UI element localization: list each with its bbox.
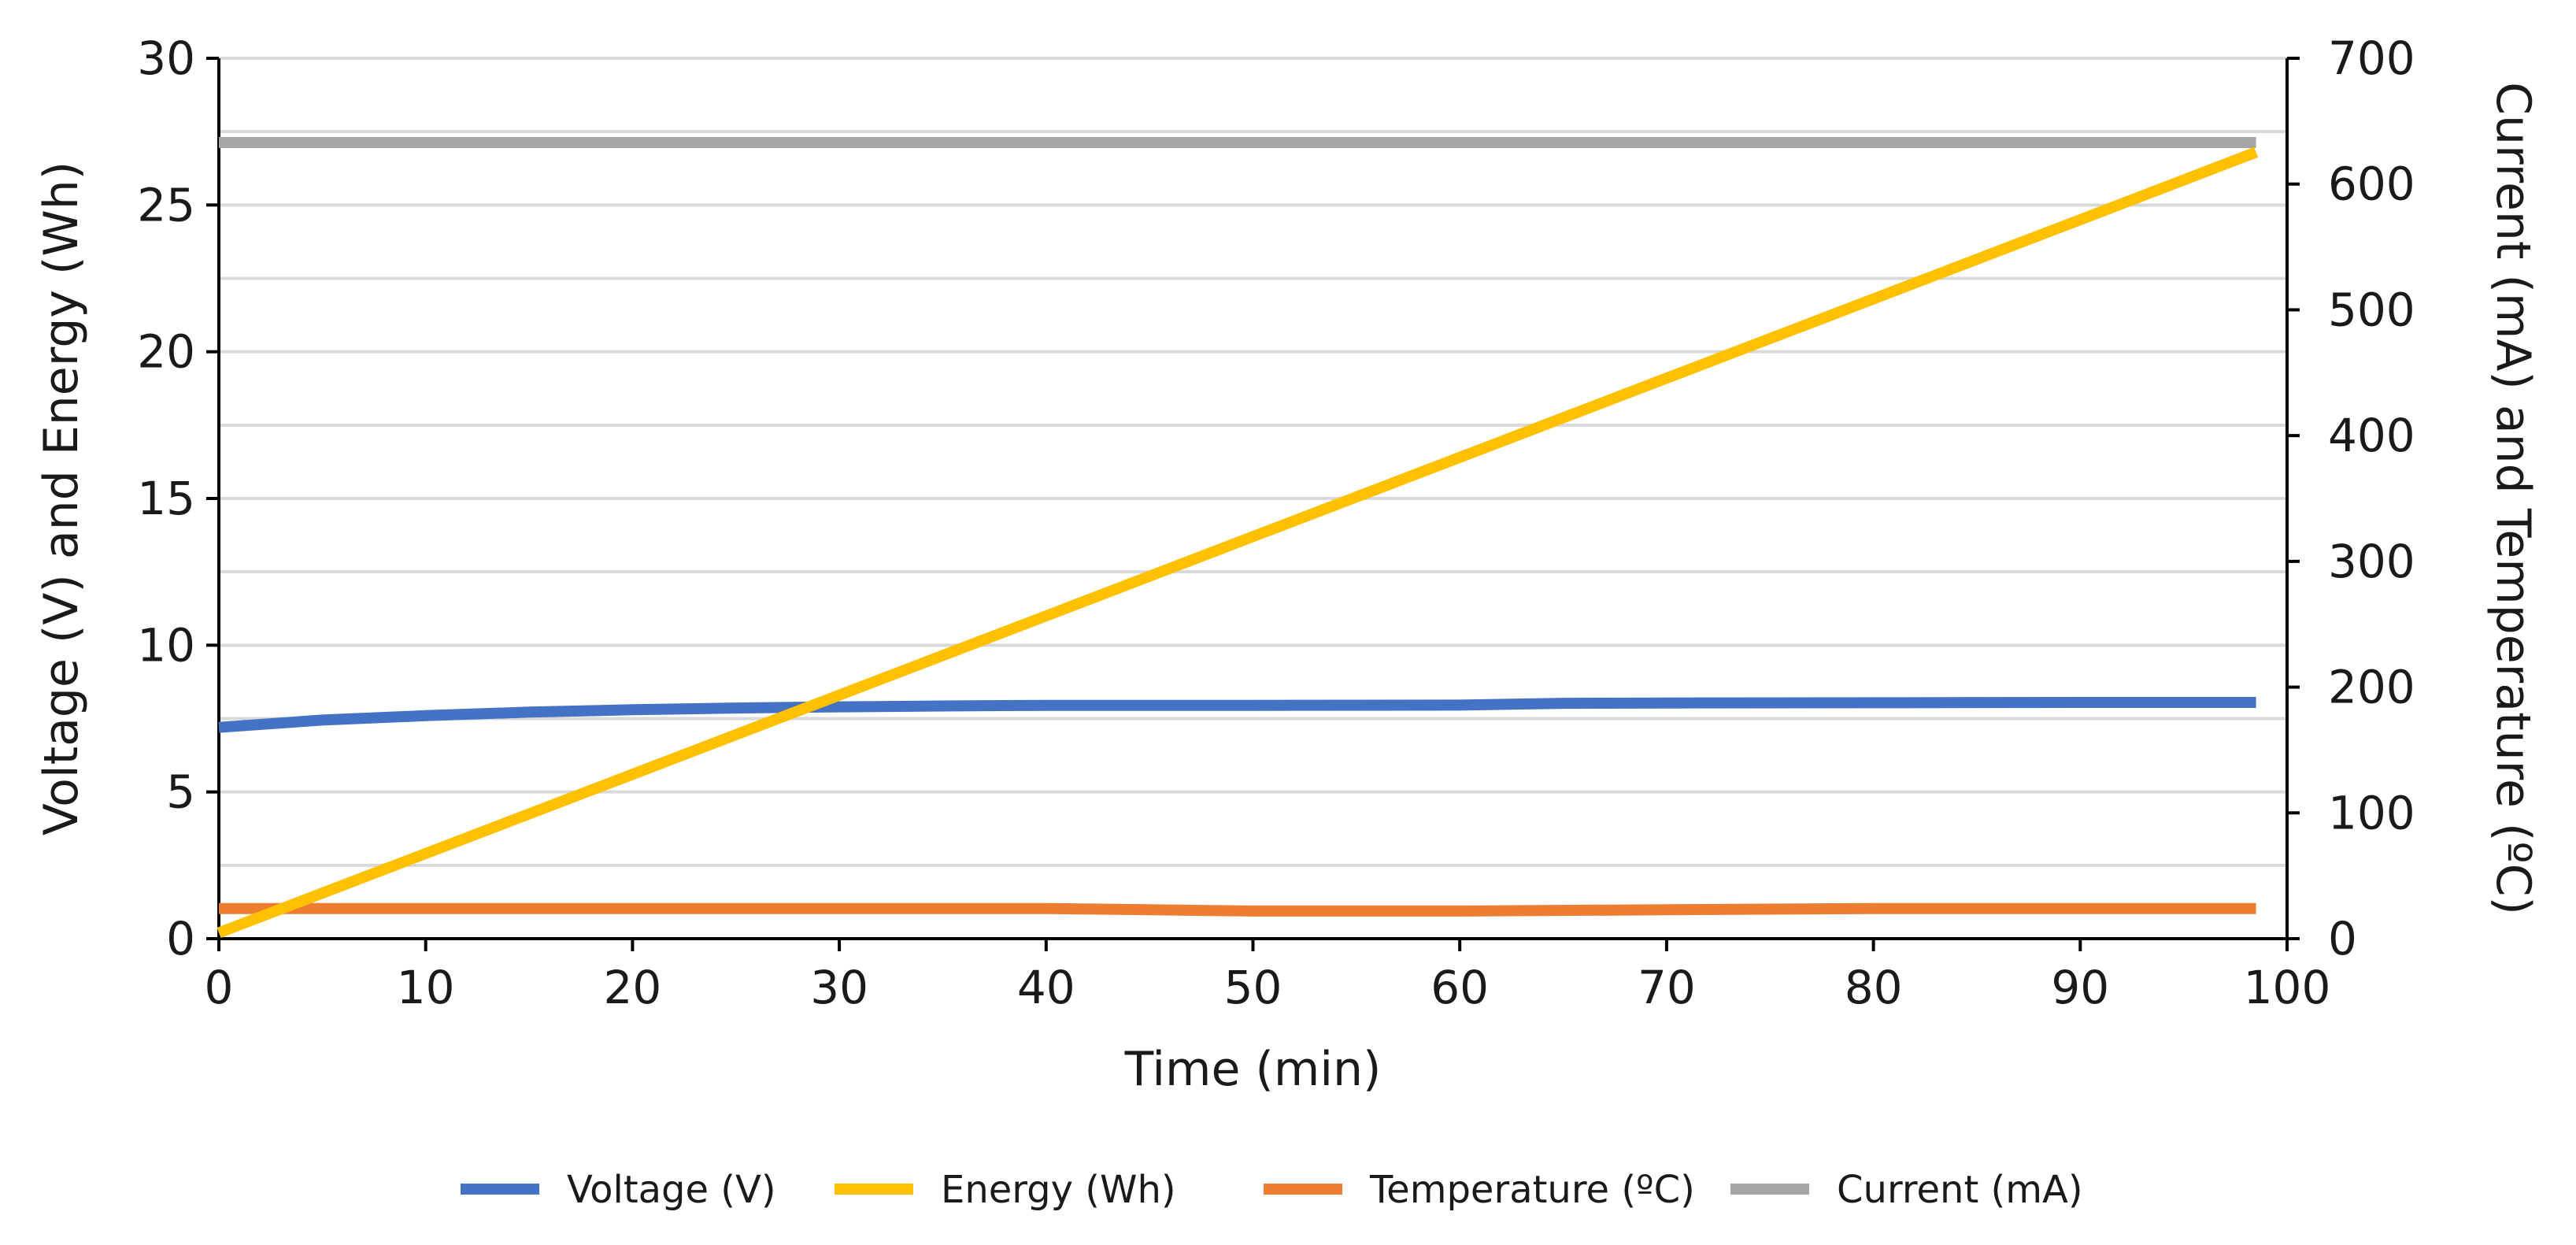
x-tick-label: 50 [1224,961,1282,1014]
legend-label-current-ma: Current (mA) [1837,1168,2083,1212]
y-left-tick-label: 25 [137,178,195,232]
x-tick-label: 20 [603,961,661,1014]
series-line-energy-wh [217,146,2259,939]
y-left-tick-label: 5 [166,765,195,819]
x-tick-label: 100 [2244,961,2331,1014]
y-right-tick-label: 300 [2328,535,2415,588]
y-right-tick-label: 100 [2328,786,2415,839]
x-tick-label: 70 [1638,961,1696,1014]
x-tick-label: 0 [205,961,234,1014]
y-left-tick-label: 20 [137,325,195,379]
ticks-layer: 0 10 20 30 40 50 60 70 80 90 100051015202530010020… [137,31,2415,1014]
y-left-tick-label: 30 [137,31,195,85]
x-tick-label: 30 [810,961,868,1014]
y-right-tick-label: 700 [2328,31,2415,85]
legend-label-temperature-c: Temperature (ºC) [1369,1168,1695,1212]
x-tick-label: 60 [1430,961,1489,1014]
legend-label-voltage-v: Voltage (V) [567,1168,776,1212]
y-left-tick-label: 15 [137,472,195,525]
y-right-tick-label: 500 [2328,283,2415,336]
x-tick-label: 80 [1845,961,1903,1014]
y-right-tick-label: 200 [2328,661,2415,714]
y-right-tick-label: 0 [2328,912,2357,965]
x-axis-label: Time (min) [1124,1042,1382,1097]
y-left-tick-label: 0 [166,912,195,965]
x-tick-label: 40 [1017,961,1075,1014]
y-left-axis-label: Voltage (V) and Energy (Wh) [34,161,89,836]
legend: Voltage (V) Energy (Wh) Temperature (ºC) Cu… [461,1168,2083,1212]
legend-label-energy-wh: Energy (Wh) [941,1168,1176,1212]
grid-layer [219,57,2287,867]
series-line-temperature-c [219,902,2256,917]
x-tick-label: 90 [2051,961,2109,1014]
series-layer [217,137,2259,939]
y-right-tick-label: 400 [2328,409,2415,462]
y-right-tick-label: 600 [2328,157,2415,211]
y-right-axis-label: Current (mA) and Temperature (ºC) [2485,82,2541,915]
y-left-tick-label: 10 [137,618,195,672]
series-line-voltage-v [218,697,2256,733]
x-tick-label: 10 [397,961,455,1014]
